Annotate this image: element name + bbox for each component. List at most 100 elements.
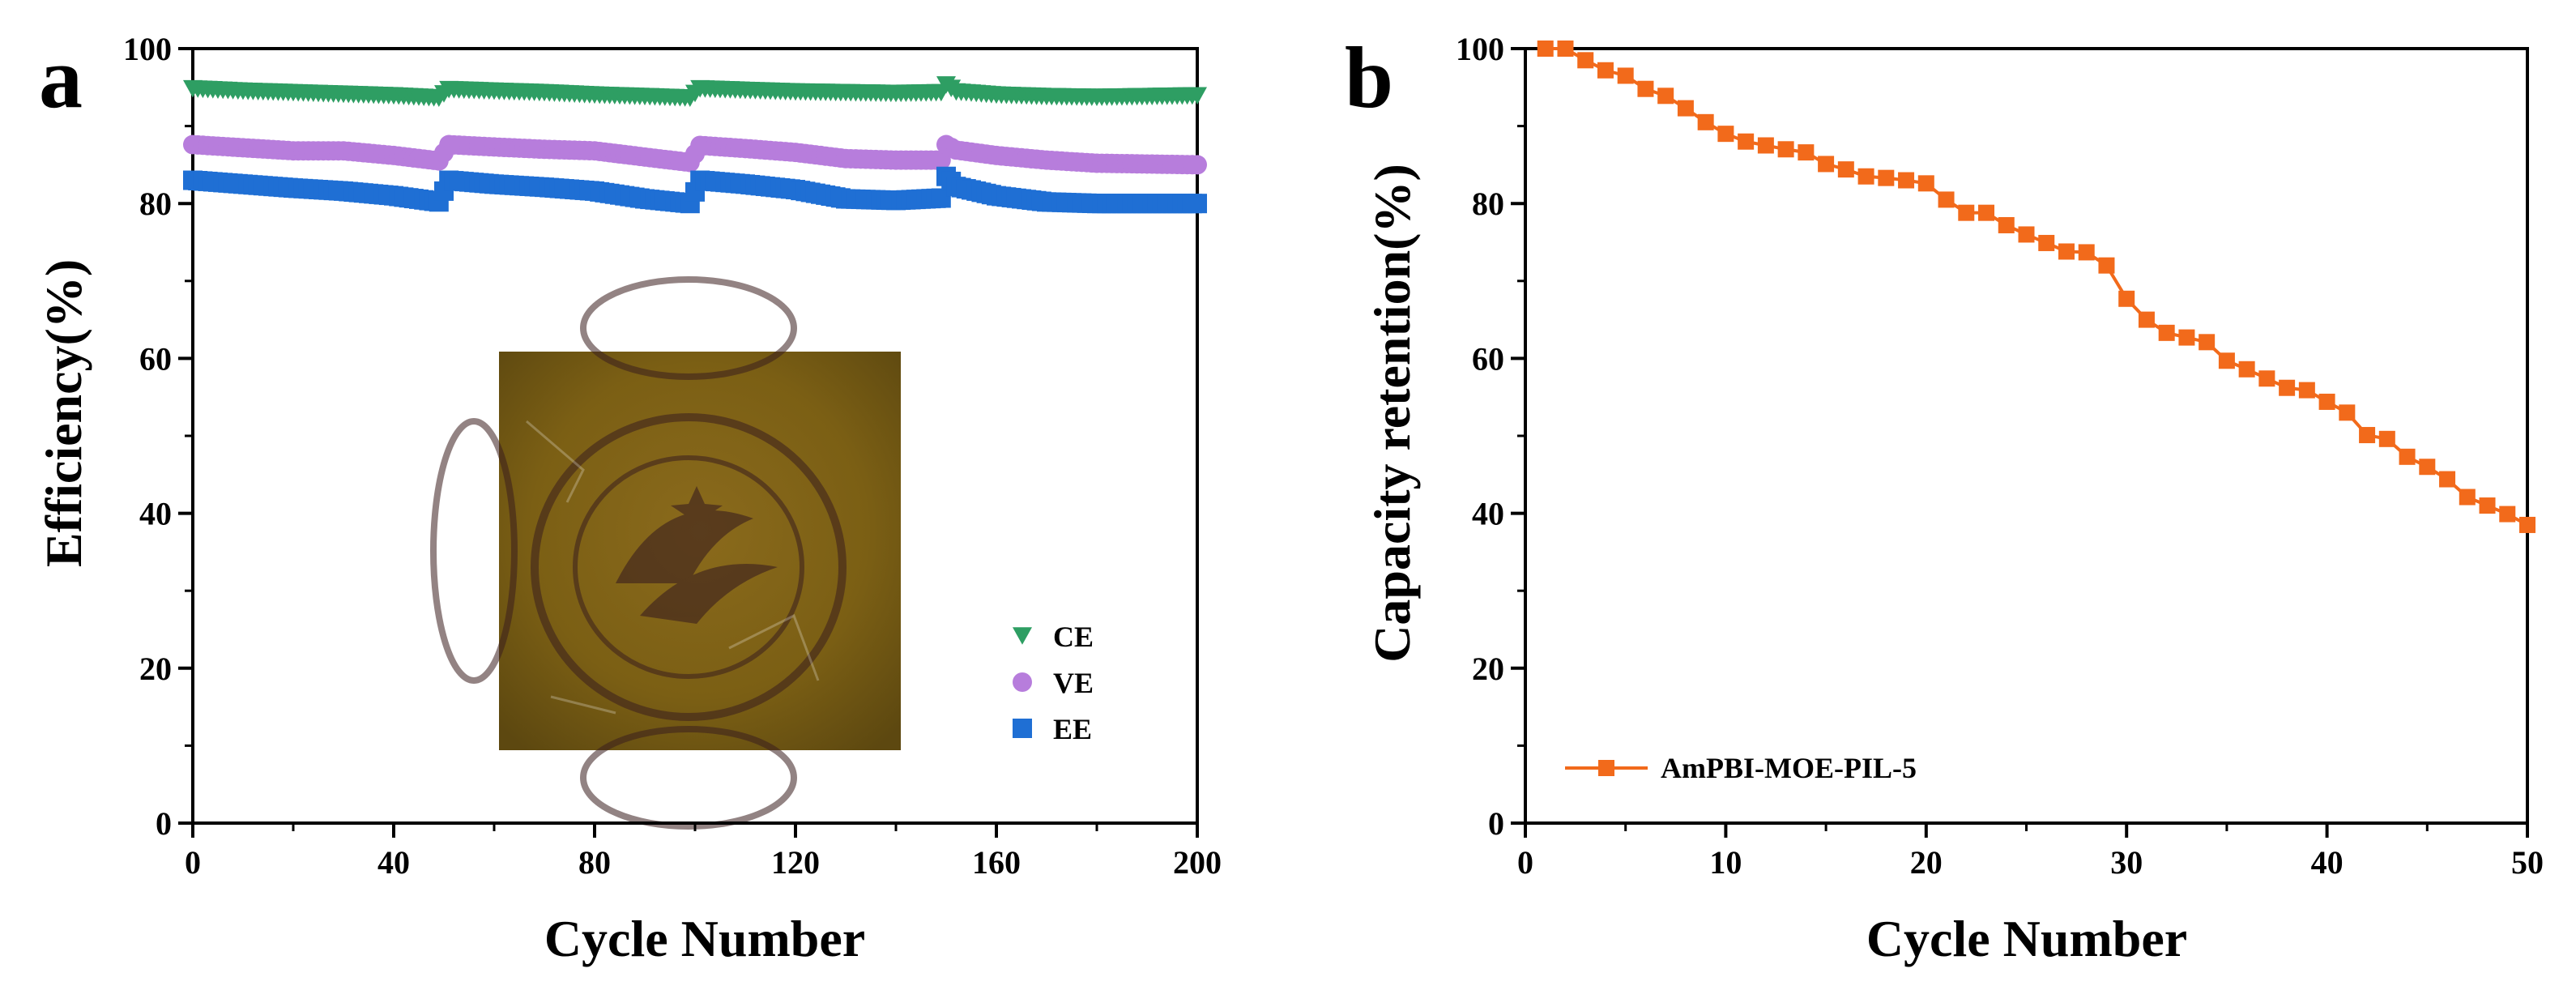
data-point-ampbi-moe-pil-5 xyxy=(1717,126,1734,143)
data-point-ampbi-moe-pil-5 xyxy=(2298,382,2315,399)
legend-a: CE VE EE xyxy=(1013,621,1094,745)
data-point-ampbi-moe-pil-5 xyxy=(2339,404,2356,421)
panel-a: a xyxy=(35,30,1222,967)
y-axis-title-b: Capacity retention(%) xyxy=(1363,164,1421,663)
x-tick-label-b: 50 xyxy=(2511,844,2544,881)
data-point-ampbi-moe-pil-5 xyxy=(1798,144,1815,161)
data-point-ampbi-moe-pil-5 xyxy=(1577,52,1594,69)
y-tick-label-a: 100 xyxy=(123,31,172,67)
data-point-ampbi-moe-pil-5 xyxy=(1857,168,1874,185)
x-axis-title-a: Cycle Number xyxy=(544,910,865,967)
data-point-ampbi-moe-pil-5 xyxy=(1878,169,1895,186)
data-point-ampbi-moe-pil-5 xyxy=(2459,489,2476,506)
data-point-ampbi-moe-pil-5 xyxy=(2279,379,2296,396)
data-point-ampbi-moe-pil-5 xyxy=(1537,41,1554,57)
data-point-ampbi-moe-pil-5 xyxy=(1597,62,1614,79)
data-point-ampbi-moe-pil-5 xyxy=(1757,137,1774,154)
y-tick-label-a: 0 xyxy=(156,805,172,842)
data-point-ampbi-moe-pil-5 xyxy=(1938,191,1955,208)
x-tick-label-b: 40 xyxy=(2311,844,2344,881)
series-line-ampbi-moe-pil-5 xyxy=(1545,47,2528,527)
y-tick-label-b: 60 xyxy=(1472,340,1504,377)
y-tick-label-b: 80 xyxy=(1472,186,1504,222)
data-point-ampbi-moe-pil-5 xyxy=(2058,243,2075,260)
data-point-ampbi-moe-pil-5 xyxy=(2178,329,2195,346)
y-tick-label-b: 40 xyxy=(1472,496,1504,532)
legend-marker-sample xyxy=(1598,760,1614,776)
data-point-ampbi-moe-pil-5 xyxy=(2238,361,2255,378)
axes-a: 0 40 80 120 160 200 0 20 40 60 80 100 xyxy=(123,31,1222,881)
series-b xyxy=(1537,41,2535,533)
y-tick-label-b: 20 xyxy=(1472,651,1504,687)
data-point-ampbi-moe-pil-5 xyxy=(1677,100,1694,117)
x-tick-label-b: 30 xyxy=(2110,844,2143,881)
data-point-ampbi-moe-pil-5 xyxy=(1958,204,1975,221)
data-point-ampbi-moe-pil-5 xyxy=(2359,427,2376,444)
data-point-ampbi-moe-pil-5 xyxy=(1657,87,1674,105)
data-point-ampbi-moe-pil-5 xyxy=(2258,370,2275,387)
y-tick-label-b: 0 xyxy=(1488,805,1504,842)
x-tick-label-b: 20 xyxy=(1910,844,1943,881)
x-tick-label-a: 200 xyxy=(1173,844,1222,881)
data-point-ampbi-moe-pil-5 xyxy=(2479,497,2496,514)
data-point-ampbi-moe-pil-5 xyxy=(2038,234,2055,251)
data-point-ampbi-moe-pil-5 xyxy=(2218,352,2235,369)
data-point-ampbi-moe-pil-5 xyxy=(2158,324,2175,341)
data-point-ampbi-moe-pil-5 xyxy=(2018,226,2035,243)
panel-b: b 0 10 20 30 40 50 0 20 40 60 80 100 AmPBI-MOE-PIL-… xyxy=(1345,30,2544,967)
data-point-ampbi-moe-pil-5 xyxy=(1837,161,1854,178)
axes-b: 0 10 20 30 40 50 0 20 40 60 80 100 xyxy=(1456,31,2544,881)
data-point-ampbi-moe-pil-5 xyxy=(1998,216,2015,233)
legend-label-ve: VE xyxy=(1053,667,1094,699)
panel-a-letter: a xyxy=(39,30,83,126)
data-point-ampbi-moe-pil-5 xyxy=(1777,141,1794,158)
y-tick-label-b: 100 xyxy=(1456,31,1504,67)
data-point-ampbi-moe-pil-5 xyxy=(2378,430,2395,447)
data-point-ampbi-moe-pil-5 xyxy=(2519,516,2535,533)
data-point-ampbi-moe-pil-5 xyxy=(1617,67,1634,84)
x-tick-label-b: 10 xyxy=(1709,844,1742,881)
data-point-ampbi-moe-pil-5 xyxy=(1637,80,1654,97)
x-tick-label-a: 120 xyxy=(771,844,820,881)
data-point-ee xyxy=(1188,194,1207,214)
data-point-ampbi-moe-pil-5 xyxy=(2499,506,2516,523)
data-point-ampbi-moe-pil-5 xyxy=(1697,113,1714,130)
y-tick-label-a: 40 xyxy=(139,496,172,532)
legend-label-ee: EE xyxy=(1053,713,1092,745)
x-tick-label-a: 40 xyxy=(377,844,410,881)
panel-b-letter: b xyxy=(1345,30,1393,126)
membrane-photo-inset xyxy=(430,276,901,830)
legend-marker-ce xyxy=(1013,627,1032,645)
data-point-ampbi-moe-pil-5 xyxy=(1557,41,1574,57)
x-tick-label-a: 80 xyxy=(578,844,611,881)
data-point-ampbi-moe-pil-5 xyxy=(2399,448,2416,465)
series-a xyxy=(183,76,1207,214)
y-tick-label-a: 80 xyxy=(139,186,172,222)
data-point-ampbi-moe-pil-5 xyxy=(2419,459,2436,476)
legend-b: AmPBI-MOE-PIL-5 xyxy=(1565,752,1917,784)
data-point-ampbi-moe-pil-5 xyxy=(2138,311,2155,328)
y-axis-title-a: Efficiency(%) xyxy=(35,259,92,567)
x-axis-title-b: Cycle Number xyxy=(1866,910,2187,967)
data-point-ampbi-moe-pil-5 xyxy=(1818,156,1835,173)
data-point-ampbi-moe-pil-5 xyxy=(2199,334,2216,351)
data-point-ampbi-moe-pil-5 xyxy=(2318,393,2335,410)
data-point-ampbi-moe-pil-5 xyxy=(1738,133,1755,150)
data-point-ce xyxy=(1188,87,1207,105)
legend-label-ce: CE xyxy=(1053,621,1094,653)
legend-marker-ee xyxy=(1013,719,1032,738)
data-point-ampbi-moe-pil-5 xyxy=(1898,172,1915,189)
legend-marker-ve xyxy=(1013,672,1032,692)
y-tick-label-a: 60 xyxy=(139,340,172,377)
data-point-ampbi-moe-pil-5 xyxy=(2078,244,2095,261)
data-point-ve xyxy=(1188,155,1207,175)
x-tick-label-a: 0 xyxy=(185,844,201,881)
x-tick-label-b: 0 xyxy=(1517,844,1533,881)
data-point-ampbi-moe-pil-5 xyxy=(1917,175,1934,192)
x-tick-label-a: 160 xyxy=(972,844,1021,881)
data-point-ampbi-moe-pil-5 xyxy=(2118,290,2135,307)
data-point-ampbi-moe-pil-5 xyxy=(2439,471,2456,488)
legend-label: AmPBI-MOE-PIL-5 xyxy=(1661,752,1917,784)
data-point-ampbi-moe-pil-5 xyxy=(2098,257,2115,274)
